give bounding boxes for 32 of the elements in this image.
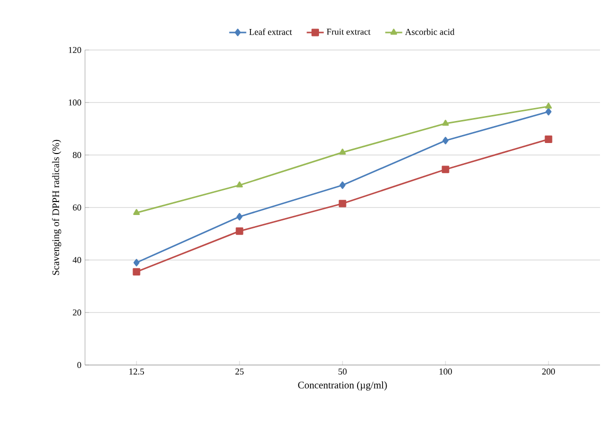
point bbox=[544, 136, 552, 143]
y-tick-label: 100 bbox=[68, 99, 82, 106]
y-tick-label: 0 bbox=[77, 362, 82, 368]
point bbox=[545, 102, 552, 109]
point bbox=[236, 212, 242, 220]
y-tick-label: 80 bbox=[72, 152, 82, 158]
y-tick-label: 40 bbox=[72, 256, 82, 264]
point bbox=[442, 136, 448, 144]
y-axis-title: Scavenging of DPPH radicals (%) bbox=[52, 140, 62, 275]
point bbox=[236, 227, 244, 235]
point bbox=[132, 268, 140, 276]
point bbox=[442, 120, 449, 126]
point bbox=[236, 181, 243, 188]
x-tick-label: 25 bbox=[235, 368, 244, 375]
point bbox=[442, 166, 450, 174]
point bbox=[546, 108, 552, 116]
x-tick-label: 200 bbox=[542, 368, 555, 375]
point bbox=[133, 209, 140, 215]
point bbox=[338, 200, 346, 208]
y-tick-label: 60 bbox=[72, 204, 82, 211]
point bbox=[134, 258, 140, 266]
legend-label: Leaf extract bbox=[249, 28, 292, 35]
y-tick-label: 120 bbox=[68, 46, 82, 54]
x-tick-label: 12.5 bbox=[129, 368, 144, 375]
legend-label: Fruit extract bbox=[326, 28, 370, 35]
x-tick-label: 50 bbox=[338, 368, 347, 375]
y-tick-label: 20 bbox=[72, 309, 82, 316]
point bbox=[339, 148, 346, 155]
point bbox=[340, 181, 346, 189]
x-tick-label: 100 bbox=[440, 368, 452, 375]
x-axis-title: Concentration (µg/ml) bbox=[298, 381, 387, 390]
legend-label: Ascorbic acid bbox=[405, 28, 454, 35]
